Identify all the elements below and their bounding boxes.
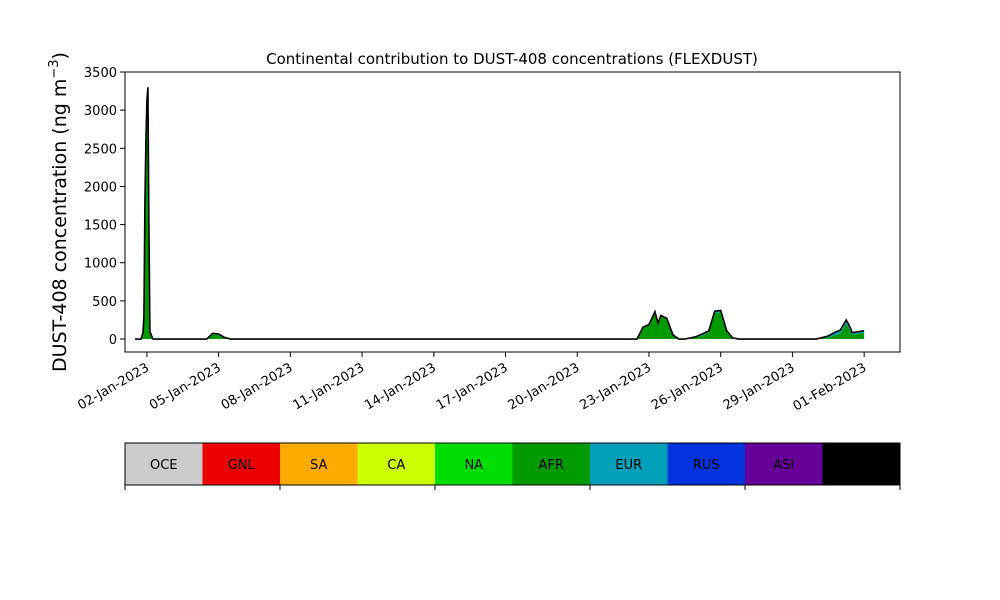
x-tick-label: 26-Jan-2023	[649, 360, 726, 413]
legend-swatch-oce	[125, 443, 203, 485]
y-axis: 0 500 1000 1500 2000 2500 3000 3500	[84, 66, 125, 348]
area-afr	[134, 91, 865, 340]
y-tick-label: 3500	[84, 66, 117, 81]
legend-swatch-aus	[822, 443, 901, 485]
legend-swatch-afr	[512, 443, 591, 485]
plot-frame	[124, 71, 901, 353]
x-tick-label: 08-Jan-2023	[219, 360, 296, 413]
x-tick-label: 02-Jan-2023	[75, 360, 152, 413]
x-tick-label: 23-Jan-2023	[577, 360, 654, 413]
y-tick-label: 1500	[84, 219, 117, 234]
y-axis-label-main: DUST-408 concentration (ng m	[49, 79, 71, 372]
legend-swatch-asi	[745, 443, 823, 485]
x-tick-label: 14-Jan-2023	[362, 360, 439, 413]
y-tick-label: 500	[92, 295, 117, 310]
legend-label-afr: AFR	[539, 458, 564, 473]
legend-label-oce: OCE	[150, 458, 178, 473]
area-eur	[134, 88, 865, 340]
x-axis: 02-Jan-202305-Jan-202308-Jan-202311-Jan-…	[75, 352, 869, 414]
area-rus	[134, 87, 865, 340]
chart-title: Continental contribution to DUST-408 con…	[266, 50, 758, 68]
legend-label-rus: RUS	[693, 458, 720, 473]
y-tick-label: 0	[109, 333, 117, 348]
legend-swatch-ca	[357, 443, 436, 485]
legend-label-gnl: GNL	[228, 458, 256, 473]
legend-swatch-na	[435, 443, 513, 485]
y-tick-label: 2500	[84, 142, 117, 157]
y-axis-label-exponent: −3	[47, 59, 62, 78]
x-tick-label: 29-Jan-2023	[721, 360, 798, 413]
legend-label-ca: CA	[387, 458, 405, 473]
legend-swatch-sa	[280, 443, 358, 485]
x-tick-label: 11-Jan-2023	[290, 360, 367, 413]
legend-swatch-eur	[590, 443, 668, 485]
y-tick-label: 1000	[84, 257, 117, 272]
legend-frame	[124, 442, 901, 486]
legend-label-aus: AUS	[848, 458, 875, 473]
stacked-areas	[134, 87, 865, 340]
x-tick-label: 17-Jan-2023	[434, 360, 511, 413]
legend-label-sa: SA	[310, 458, 327, 473]
y-axis-label-close: )	[49, 52, 71, 59]
plot-area	[124, 71, 901, 353]
legend-label-asi: ASI	[773, 458, 794, 473]
legend-label-na: NA	[464, 458, 483, 473]
continent-legend: OCE GNL SA CA NA AFR EUR RUS ASI AUS	[124, 442, 901, 490]
x-tick-label: 20-Jan-2023	[506, 360, 583, 413]
y-tick-label: 3000	[84, 104, 117, 119]
y-tick-label: 2000	[84, 180, 117, 195]
x-tick-label: 05-Jan-2023	[147, 360, 224, 413]
legend-label-eur: EUR	[615, 458, 642, 473]
total-concentration-line	[134, 87, 865, 340]
y-axis-label: DUST-408 concentration (ng m−3)	[47, 52, 71, 372]
legend-swatch-rus	[667, 443, 746, 485]
legend-swatch-gnl	[202, 443, 281, 485]
area-aus	[134, 87, 865, 340]
x-tick-label: 01-Feb-2023	[791, 360, 870, 414]
